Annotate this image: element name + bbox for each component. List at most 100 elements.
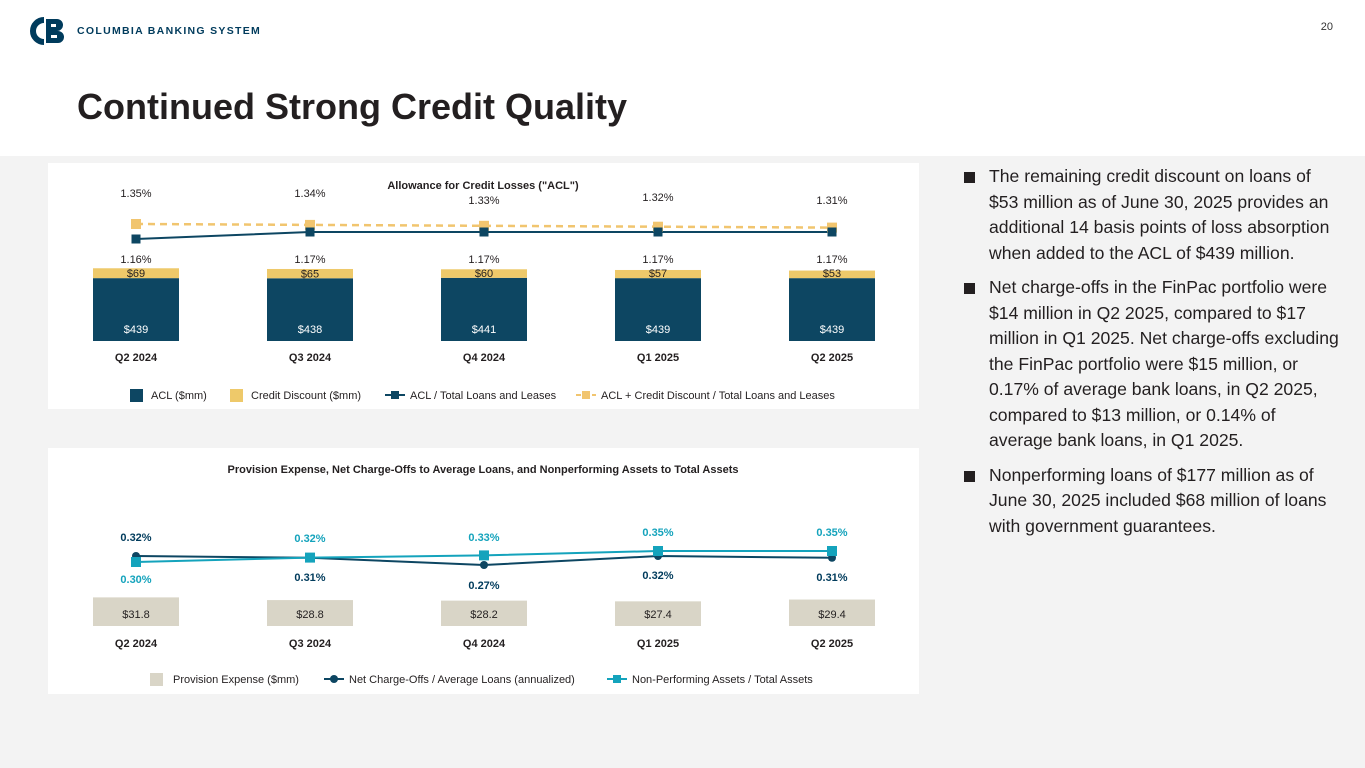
non-performing-assets-label: 0.32% (294, 533, 325, 545)
x-tick-label: Q1 2025 (637, 352, 679, 364)
acl-bar-label: $441 (472, 324, 496, 336)
legend-label: Non-Performing Assets / Total Assets (632, 674, 813, 686)
credit-discount-bar-label: $53 (823, 268, 841, 280)
legend-label: ACL ($mm) (151, 390, 207, 402)
x-tick-label: Q2 2024 (115, 638, 158, 650)
page-title: Continued Strong Credit Quality (77, 86, 627, 127)
acl-bar (615, 278, 701, 341)
credit-discount-bar (615, 269, 701, 279)
acl-ratio-label: 1.16% (120, 254, 151, 266)
chart-title: Allowance for Credit Losses ("ACL") (387, 180, 579, 192)
acl-plus-discount-label: 1.34% (294, 188, 325, 200)
provision-expense-bar (93, 597, 179, 626)
non-performing-assets-label: 0.35% (816, 527, 847, 539)
acl-bar (93, 278, 179, 341)
acl-ratio-marker (479, 227, 489, 237)
acl-ratio-marker (305, 227, 315, 237)
legend-marker (613, 675, 621, 683)
provision-expense-bar (615, 601, 701, 626)
provision-chart-panel: Provision Expense, Net Charge-Offs to Av… (48, 448, 919, 694)
bullet-square-icon (964, 470, 975, 482)
legend-swatch (150, 673, 163, 686)
acl-ratio-label: 1.17% (294, 254, 325, 266)
legend-label: Provision Expense ($mm) (173, 674, 299, 686)
acl-plus-discount-marker (131, 219, 141, 229)
slide-header: COLUMBIA BANKING SYSTEM 20 Continued Str… (0, 0, 1365, 156)
x-tick-label: Q2 2025 (811, 352, 853, 364)
provision-expense-label: $28.2 (470, 609, 498, 621)
acl-plus-discount-marker (479, 220, 489, 231)
non-performing-assets-label: 0.35% (642, 527, 673, 539)
acl-bar (267, 278, 353, 341)
credit-discount-bar-label: $65 (301, 268, 319, 280)
bullet-item: Nonperforming loans of $177 million as o… (964, 463, 1339, 540)
acl-bar-label: $439 (124, 324, 148, 336)
non-performing-assets-marker (653, 546, 663, 556)
legend-label: ACL / Total Loans and Leases (410, 390, 557, 402)
legend-marker (391, 391, 399, 399)
provision-expense-bar (789, 599, 875, 626)
bullet-item: The remaining credit discount on loans o… (964, 164, 1339, 266)
provision-expense-bar (267, 600, 353, 626)
acl-bar (789, 278, 875, 341)
credit-discount-bar-label: $60 (475, 268, 493, 280)
credit-discount-bar-label: $57 (649, 268, 667, 280)
x-tick-label: Q2 2024 (115, 352, 158, 364)
non-performing-assets-marker (827, 546, 837, 556)
bullet-item: Net charge-offs in the FinPac portfolio … (964, 275, 1339, 454)
net-charge-offs-label: 0.31% (294, 572, 325, 584)
x-tick-label: Q4 2024 (463, 352, 506, 364)
provision-expense-label: $29.4 (818, 609, 846, 621)
x-tick-label: Q4 2024 (463, 638, 506, 650)
credit-discount-bar (93, 268, 179, 279)
acl-bar-label: $438 (298, 324, 322, 336)
bullet-text: The remaining credit discount on loans o… (989, 166, 1330, 263)
bullet-square-icon (964, 172, 975, 183)
cb-logo-icon (30, 17, 64, 45)
credit-discount-bar-label: $69 (127, 268, 145, 280)
company-logo: COLUMBIA BANKING SYSTEM (26, 16, 261, 46)
legend-marker (330, 675, 338, 683)
credit-discount-bar (267, 268, 353, 279)
net-charge-offs-label: 0.32% (120, 532, 151, 544)
bullet-text: Net charge-offs in the FinPac portfolio … (989, 277, 1339, 450)
legend-label: ACL + Credit Discount / Total Loans and … (601, 390, 835, 402)
x-tick-label: Q2 2025 (811, 638, 853, 650)
legend-marker (582, 391, 590, 399)
bullet-square-icon (964, 283, 975, 294)
acl-ratio-label: 1.17% (468, 254, 499, 266)
acl-bar-label: $439 (646, 324, 670, 336)
non-performing-assets-marker (131, 557, 141, 567)
acl-bar (441, 277, 527, 341)
bullet-list: The remaining credit discount on loans o… (964, 164, 1339, 548)
provision-chart: Provision Expense, Net Charge-Offs to Av… (93, 464, 875, 686)
bullet-text: Nonperforming loans of $177 million as o… (989, 464, 1327, 536)
legend-swatch (230, 389, 243, 402)
net-charge-offs-label: 0.27% (468, 580, 499, 592)
acl-chart-panel: Allowance for Credit Losses ("ACL") $439 $… (48, 163, 919, 409)
legend-label: Net Charge-Offs / Average Loans (annuali… (349, 674, 575, 686)
net-charge-offs-label: 0.32% (642, 570, 673, 582)
acl-ratio-marker (131, 234, 141, 244)
page-number: 20 (1320, 21, 1333, 33)
legend-swatch (130, 389, 143, 402)
acl-plus-discount-marker (305, 219, 315, 230)
net-charge-offs-label: 0.31% (816, 572, 847, 584)
provision-expense-bar (441, 600, 527, 626)
credit-discount-bar (789, 270, 875, 279)
acl-chart: Allowance for Credit Losses ("ACL") $439 $… (93, 180, 875, 402)
acl-ratio-marker (653, 227, 663, 237)
non-performing-assets-label: 0.30% (120, 574, 151, 586)
chart-title: Provision Expense, Net Charge-Offs to Av… (228, 464, 739, 476)
acl-ratio-marker (827, 227, 837, 237)
x-tick-label: Q1 2025 (637, 638, 679, 650)
acl-bar-label: $439 (820, 324, 844, 336)
acl-ratio-label: 1.17% (816, 254, 847, 266)
acl-plus-discount-label: 1.35% (120, 188, 151, 200)
provision-expense-label: $28.8 (296, 609, 324, 621)
non-performing-assets-label: 0.33% (468, 532, 499, 544)
legend-label: Credit Discount ($mm) (251, 390, 361, 402)
x-tick-label: Q3 2024 (289, 352, 332, 364)
acl-plus-discount-marker (653, 221, 663, 232)
acl-plus-discount-label: 1.33% (468, 195, 499, 207)
